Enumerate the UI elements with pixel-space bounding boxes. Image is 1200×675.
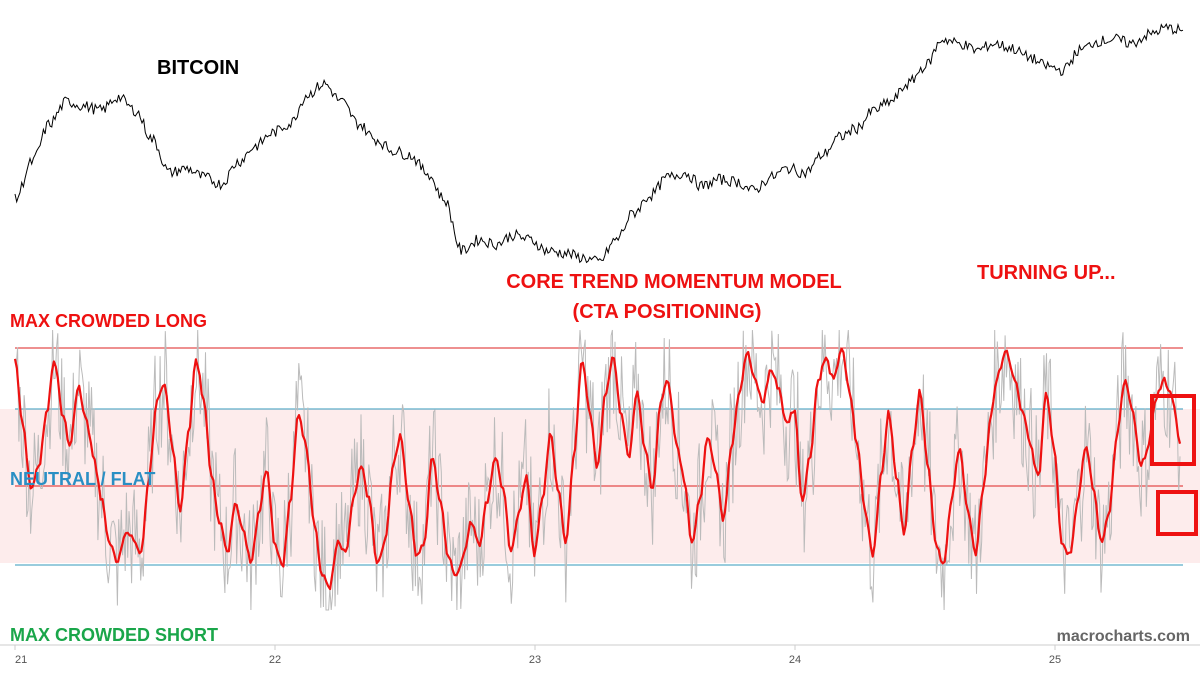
turning-up-annotation: TURNING UP... (977, 262, 1116, 284)
neutral-flat-label: NEUTRAL / FLAT (10, 469, 155, 489)
bitcoin-title: BITCOIN (157, 57, 239, 79)
max-crowded-short-label: MAX CROWDED SHORT (10, 625, 218, 645)
x-tick-label: 24 (789, 654, 801, 666)
x-tick-label: 25 (1049, 654, 1061, 666)
max-crowded-long-label: MAX CROWDED LONG (10, 311, 207, 331)
x-tick-label: 23 (529, 654, 541, 666)
bitcoin-price-line (14, 22, 1184, 264)
highlight-box-upper (1150, 394, 1196, 466)
highlight-box-lower (1156, 490, 1198, 536)
x-tick-label: 21 (15, 654, 27, 666)
model-title-line2: (CTA POSITIONING) (573, 301, 762, 323)
x-tick-label: 22 (269, 654, 281, 666)
momentum-model-line (13, 347, 1182, 591)
model-title-line1: CORE TREND MOMENTUM MODEL (506, 271, 842, 293)
credit-watermark: macrocharts.com (1057, 628, 1190, 645)
